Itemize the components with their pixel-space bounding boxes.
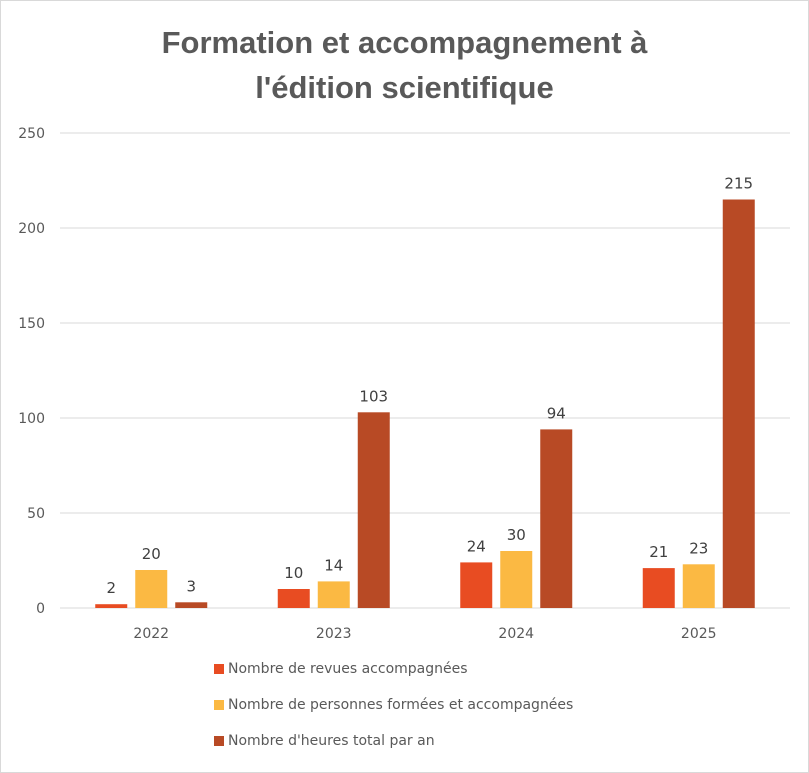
bar-2023-series-1 xyxy=(277,589,310,608)
data-label: 30 xyxy=(507,526,526,544)
legend: Nombre de revues accompagnées Nombre de … xyxy=(214,660,573,768)
chart-title-line-1: Formation et accompagnement à xyxy=(161,25,648,60)
bar-2023-series-2 xyxy=(317,581,350,608)
x-tick-label-2024: 2024 xyxy=(498,626,534,642)
legend-swatch-personnes xyxy=(214,700,224,710)
y-tick-label: 50 xyxy=(27,506,45,522)
data-label: 24 xyxy=(467,537,486,555)
x-tick-label-2022: 2022 xyxy=(133,626,169,642)
bar-2024-series-2 xyxy=(500,551,533,608)
data-label: 14 xyxy=(324,556,343,574)
legend-item-revues: Nombre de revues accompagnées xyxy=(214,660,573,678)
y-tick-label: 150 xyxy=(18,316,45,332)
legend-label-revues: Nombre de revues accompagnées xyxy=(228,661,468,677)
bar-2025-series-3 xyxy=(722,199,755,608)
bar-2023-series-3 xyxy=(357,412,390,608)
y-tick-label: 200 xyxy=(18,221,45,237)
bar-2022-series-1 xyxy=(95,604,128,608)
x-tick-label-2023: 2023 xyxy=(316,626,352,642)
data-label: 103 xyxy=(359,387,388,405)
y-tick-label: 100 xyxy=(18,411,45,427)
bar-2025-series-1 xyxy=(642,568,675,608)
chart-title: Formation et accompagnement à l'édition … xyxy=(0,20,809,110)
data-label: 10 xyxy=(284,564,303,582)
data-label: 3 xyxy=(186,577,196,595)
legend-label-heures: Nombre d'heures total par an xyxy=(228,733,435,749)
bar-2022-series-3 xyxy=(175,602,208,608)
data-label: 21 xyxy=(649,543,668,561)
legend-label-personnes: Nombre de personnes formées et accompagn… xyxy=(228,697,574,713)
x-tick-label-2025: 2025 xyxy=(681,626,717,642)
data-label: 94 xyxy=(547,404,566,422)
bar-2024-series-1 xyxy=(460,562,493,608)
legend-swatch-heures xyxy=(214,736,224,746)
bar-2025-series-2 xyxy=(682,564,715,608)
data-label: 2 xyxy=(106,579,116,597)
data-label: 20 xyxy=(142,545,161,563)
y-tick-label: 250 xyxy=(18,126,45,142)
legend-swatch-revues xyxy=(214,664,224,674)
bar-2022-series-2 xyxy=(135,570,168,608)
legend-item-heures: Nombre d'heures total par an xyxy=(214,732,573,750)
y-tick-label: 0 xyxy=(36,601,45,617)
data-label: 23 xyxy=(689,539,708,557)
legend-item-personnes: Nombre de personnes formées et accompagn… xyxy=(214,696,573,714)
chart-title-line-2: l'édition scientifique xyxy=(255,70,554,105)
data-label: 215 xyxy=(724,175,753,193)
bar-2024-series-3 xyxy=(540,429,573,608)
